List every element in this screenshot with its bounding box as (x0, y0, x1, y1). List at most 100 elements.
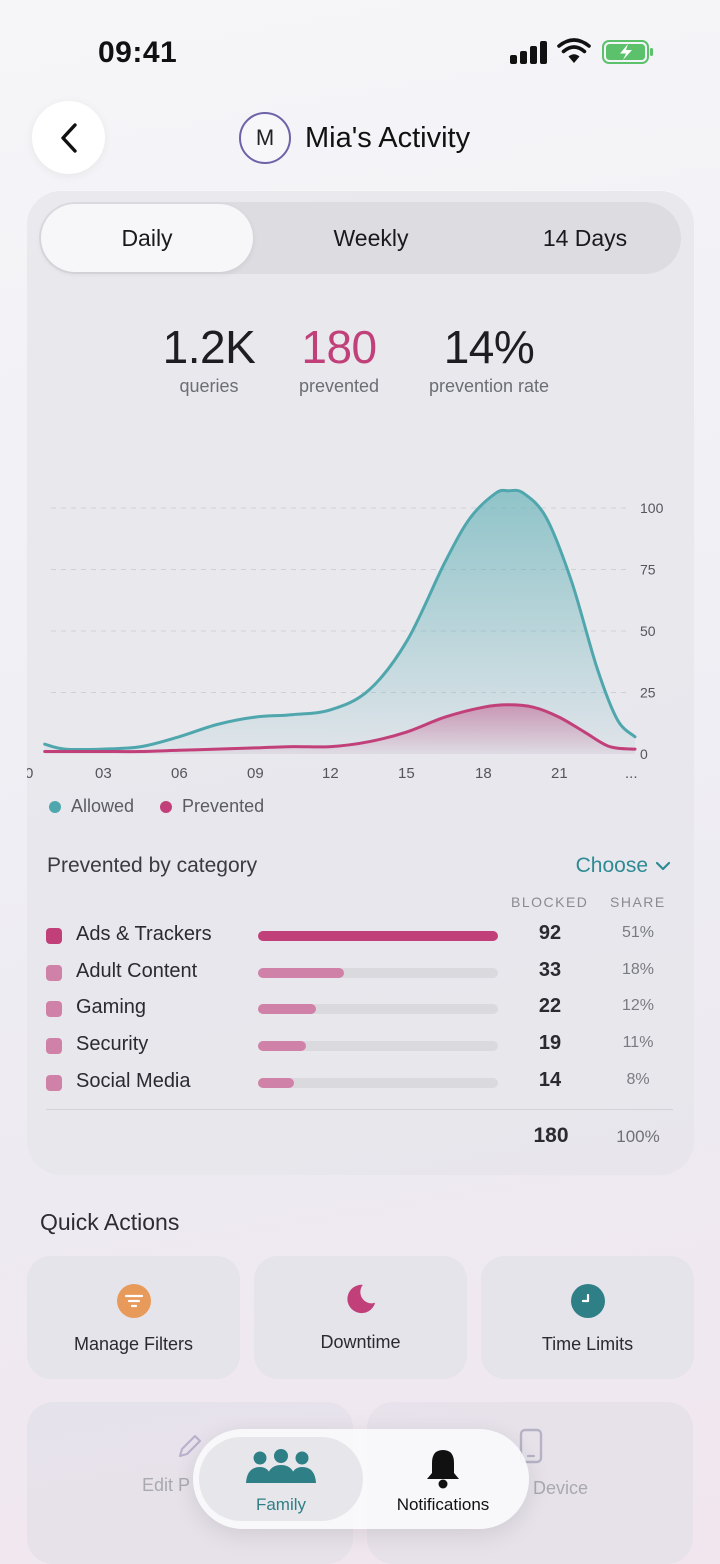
category-share: 8% (626, 1070, 650, 1088)
category-swatch (46, 1038, 62, 1055)
category-total-blocked: 180 (533, 1124, 569, 1147)
stat-prevented-label: prevented (298, 376, 380, 396)
category-blocked-count: 14 (538, 1068, 562, 1091)
moon-icon (346, 1284, 375, 1314)
category-bar-fill (258, 967, 345, 978)
category-blocked-count: 19 (538, 1032, 562, 1055)
category-blocked-count: 33 (538, 958, 562, 981)
page-title: Mia's Activity (305, 121, 471, 154)
time-limits-label: Time Limits (541, 1334, 634, 1354)
tab-notifications-label: Notifications (396, 1495, 490, 1514)
battery-charging-icon (602, 40, 653, 64)
y-tick-label: 100 (640, 500, 664, 516)
legend-label-allowed: Allowed (71, 796, 135, 816)
stat-queries-value: 1.2K (162, 321, 256, 373)
x-tick-label: 06 (171, 765, 188, 782)
category-share: 51% (621, 924, 655, 941)
category-row[interactable]: Social Media 14 8% (46, 1065, 676, 1101)
category-row[interactable]: Adult Content 33 18% (46, 955, 676, 991)
legend-dot-prevented (160, 800, 173, 813)
tab-daily[interactable]: Daily (41, 204, 253, 272)
x-tick-label: 12 (322, 765, 339, 782)
time-limits-button[interactable]: Time Limits (481, 1256, 694, 1379)
category-name: Gaming (76, 996, 147, 1019)
bell-icon (427, 1450, 459, 1489)
tab-14-days[interactable]: 14 Days (542, 224, 628, 251)
status-time: 09:41 (98, 36, 178, 69)
x-tick-label: 03 (95, 765, 112, 782)
category-divider (46, 1109, 673, 1110)
phone-icon (519, 1428, 543, 1464)
x-tick-label: 0 (27, 765, 33, 782)
stat-prevented: 180 prevented (279, 320, 399, 397)
downtime-button[interactable]: Downtime (254, 1256, 467, 1379)
x-tick-label: 09 (247, 765, 264, 782)
back-button[interactable] (32, 101, 105, 174)
category-bar-fill (258, 1041, 306, 1052)
category-row[interactable]: Gaming 22 12% (46, 991, 676, 1027)
x-tick-label: 15 (398, 765, 415, 782)
category-bar-track (258, 931, 498, 941)
series-line-prevented (43, 703, 637, 754)
pencil-icon (178, 1434, 202, 1458)
category-row[interactable]: Ads & Trackers 92 51% (46, 918, 676, 954)
category-bar-fill (258, 931, 498, 941)
stat-rate-value: 14% (443, 321, 535, 373)
cellular-signal-icon (510, 40, 548, 64)
category-swatch (46, 964, 62, 981)
series-line-allowed (43, 488, 637, 752)
legend-item-allowed: Allowed (49, 796, 134, 817)
series-area-allowed (44, 490, 635, 754)
category-swatch (46, 1001, 62, 1018)
category-swatch (46, 1074, 62, 1091)
manage-filters-label: Manage Filters (73, 1334, 194, 1354)
x-tick-label: ... (625, 765, 638, 782)
choose-label: Choose (575, 854, 648, 877)
wifi-icon (557, 38, 591, 63)
manage-filters-button[interactable]: Manage Filters (27, 1256, 240, 1379)
activity-card: Daily Weekly 14 Days 1.2K queries 180 pr… (27, 190, 694, 1175)
tab-notifications[interactable]: Notifications (361, 1437, 525, 1521)
activity-chart: 100 75 50 25 0 0 03 06 09 12 15 18 21... (27, 488, 664, 782)
tab-family-label: Family (255, 1495, 307, 1514)
column-header-share: SHARE (610, 894, 666, 910)
page-header: M Mia's Activity (239, 111, 470, 165)
category-section-title: Prevented by category (47, 854, 258, 877)
category-name: Social Media (76, 1069, 191, 1092)
x-tick-label: 18 (475, 765, 492, 782)
legend-item-prevented: Prevented (160, 796, 264, 817)
category-bar-fill (258, 1077, 294, 1088)
category-name: Ads & Trackers (76, 923, 212, 945)
legend-dot-allowed (49, 800, 61, 813)
downtime-label: Downtime (320, 1332, 401, 1352)
stat-queries-label: queries (179, 376, 239, 396)
choose-button[interactable]: Choose (576, 854, 672, 878)
stat-prevention-rate: 14% prevention rate (409, 320, 569, 397)
category-bar-track (258, 1004, 498, 1015)
category-share: 18% (621, 960, 655, 978)
edit-profile-label: Edit P (142, 1475, 191, 1495)
category-bar-track (258, 967, 498, 978)
stat-rate-label: prevention rate (428, 376, 550, 396)
column-header-blocked: BLOCKED (511, 894, 589, 910)
category-blocked-count: 92 (538, 922, 562, 944)
category-row[interactable]: Security 19 11% (46, 1028, 676, 1064)
category-total-share: 100% (616, 1127, 660, 1146)
category-swatch (46, 928, 62, 944)
series-area-prevented (44, 704, 635, 754)
clock-icon (570, 1284, 605, 1318)
people-icon (246, 1449, 316, 1483)
filter-icon (116, 1284, 151, 1318)
quick-actions-title: Quick Actions (40, 1209, 180, 1235)
y-tick-label: 0 (640, 746, 648, 762)
tab-weekly[interactable]: Weekly (333, 224, 409, 251)
category-share: 12% (621, 997, 655, 1015)
device-label: Device (533, 1478, 589, 1498)
tab-family[interactable]: Family (199, 1437, 363, 1521)
stat-queries: 1.2K queries (147, 320, 271, 397)
category-name: Adult Content (76, 959, 198, 982)
avatar[interactable]: M (239, 112, 291, 164)
category-bar-track (258, 1077, 498, 1088)
chart-legend: Allowed Prevented (49, 796, 290, 817)
category-share: 11% (622, 1034, 654, 1052)
